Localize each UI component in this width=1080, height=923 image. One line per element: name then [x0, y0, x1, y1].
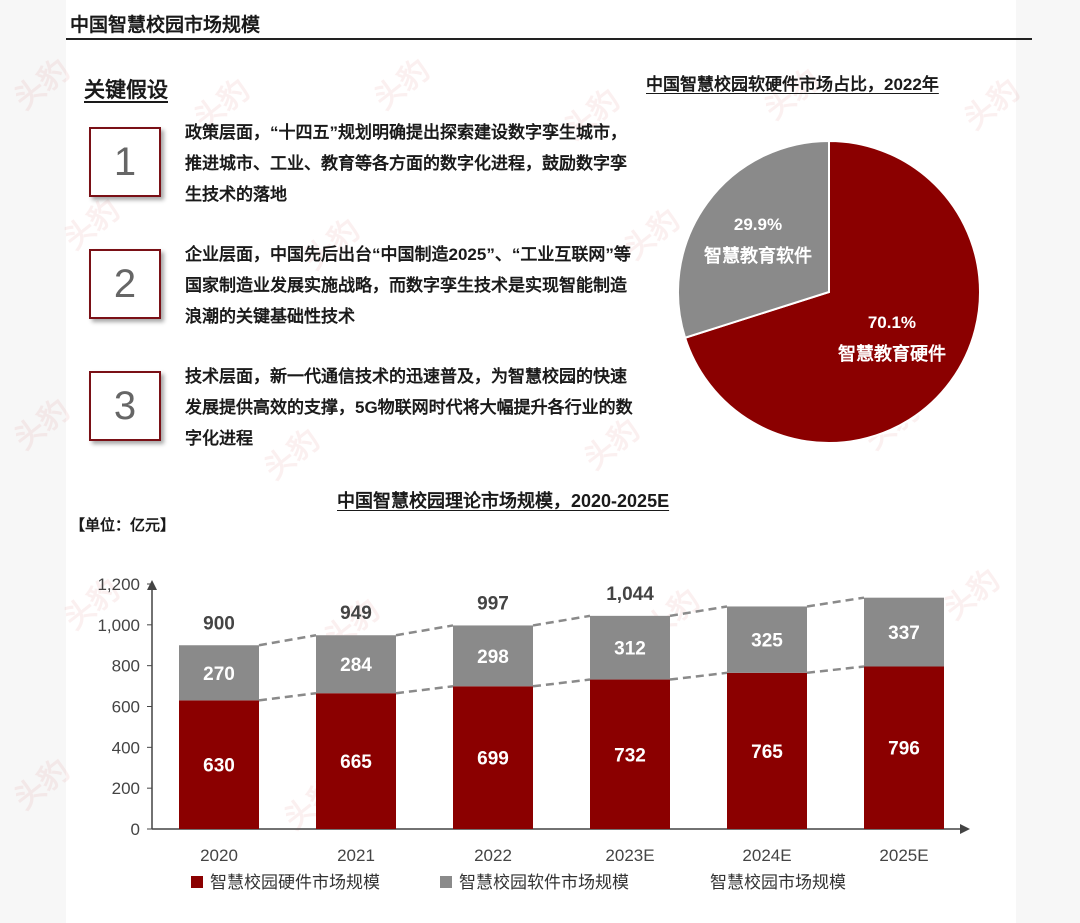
- pie-value-label: 70.1%: [868, 313, 916, 332]
- software-bar: [179, 645, 259, 701]
- hardware-value-label: 699: [477, 749, 509, 770]
- total-connector: [532, 614, 591, 627]
- total-connector: [258, 634, 317, 647]
- x-tick-label: 2025E: [879, 846, 928, 865]
- y-tick-label: 200: [112, 779, 140, 798]
- total-value-label: 1,044: [606, 584, 654, 605]
- x-tick-label: 2021: [337, 846, 375, 865]
- legend-label-total: 智慧校园市场规模: [710, 873, 846, 892]
- software-bar: [453, 625, 533, 687]
- total-connector: [806, 596, 865, 608]
- hardware-value-label: 732: [614, 745, 646, 766]
- y-tick-label: 400: [112, 738, 140, 757]
- software-bar: [316, 635, 396, 694]
- assumption-text: 技术层面，新一代通信技术的迅速普及，为智慧校园的快速发展提供高效的支撑，5G物联…: [185, 367, 633, 448]
- pie-value-label: 29.9%: [734, 215, 782, 234]
- legend-swatch-hardware: [191, 876, 203, 888]
- pie-slice: [677, 139, 830, 340]
- hardware-connector: [806, 665, 865, 675]
- pie-slice: [683, 139, 981, 444]
- assumption-number: 2: [113, 261, 137, 306]
- software-value-label: 298: [477, 647, 509, 668]
- total-value-label: 900: [203, 613, 235, 634]
- assumption-number: 1: [113, 139, 137, 184]
- page-title: 中国智慧校园市场规模: [70, 15, 261, 36]
- hardware-connector: [532, 678, 591, 688]
- hardware-bar: [590, 679, 670, 829]
- legend-swatch-software: [440, 876, 452, 888]
- hardware-value-label: 665: [340, 752, 372, 773]
- hardware-value-label: 765: [751, 742, 783, 763]
- x-tick-label: 2024E: [742, 846, 791, 865]
- hardware-value-label: 796: [888, 739, 920, 760]
- pie-category-label: 智慧教育软件: [704, 245, 812, 266]
- software-value-label: 325: [751, 631, 783, 652]
- y-tick-label: 1,000: [97, 616, 140, 635]
- title-divider: [66, 38, 1032, 40]
- hardware-bar: [179, 700, 259, 829]
- total-value-label: 997: [477, 593, 509, 614]
- pie-category-label: 智慧教育硬件: [838, 343, 946, 364]
- assumption-text: 企业层面，中国先后出台“中国制造2025”、“工业互联网”等国家制造业发展实施战…: [185, 245, 631, 326]
- legend-label-hardware: 智慧校园硬件市场规模: [210, 873, 380, 892]
- assumption-text: 政策层面，“十四五”规划明确提出探索建设数字孪生城市，推进城市、工业、教育等各方…: [185, 123, 627, 204]
- software-value-label: 284: [340, 655, 372, 676]
- software-bar: [590, 615, 670, 680]
- hardware-bar: [864, 666, 944, 829]
- assumption-number-box: 3: [89, 371, 161, 441]
- hardware-bar: [316, 693, 396, 829]
- y-axis-arrow: [147, 580, 157, 590]
- x-axis-arrow: [960, 824, 970, 834]
- unit-label: 【单位：亿元】: [70, 517, 176, 534]
- assumption-number-box: 1: [89, 127, 161, 197]
- hardware-connector: [258, 691, 317, 702]
- legend-label-software: 智慧校园软件市场规模: [459, 873, 629, 892]
- y-tick-label: 600: [112, 698, 140, 717]
- total-value-label: 949: [340, 603, 372, 624]
- assumption-number-box: 2: [89, 249, 161, 319]
- assumptions-heading: 关键假设: [84, 79, 168, 102]
- hardware-bar: [727, 672, 807, 829]
- hardware-connector: [395, 685, 454, 695]
- x-tick-label: 2022: [474, 846, 512, 865]
- software-bar: [864, 597, 944, 667]
- bar-chart-title: 中国智慧校园理论市场规模，2020-2025E: [337, 491, 670, 511]
- x-tick-label: 2020: [200, 846, 238, 865]
- software-bar: [727, 606, 807, 673]
- pie-chart-title: 中国智慧校园软硬件市场占比，2022年: [646, 75, 939, 94]
- hardware-value-label: 630: [203, 756, 235, 777]
- software-value-label: 312: [614, 639, 646, 660]
- software-value-label: 270: [203, 664, 235, 685]
- assumption-number: 3: [113, 383, 137, 428]
- y-tick-label: 800: [112, 657, 140, 676]
- total-connector: [669, 605, 728, 618]
- hardware-bar: [453, 686, 533, 829]
- hardware-connector: [669, 671, 728, 681]
- total-connector: [395, 624, 454, 637]
- software-value-label: 337: [888, 623, 920, 644]
- y-tick-label: 0: [131, 820, 140, 839]
- y-tick-label: 1,200: [97, 575, 140, 594]
- x-tick-label: 2023E: [605, 846, 654, 865]
